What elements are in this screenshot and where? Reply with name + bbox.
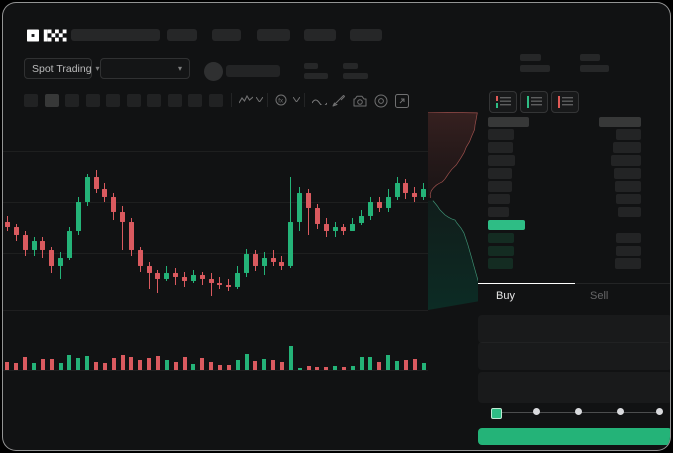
svg-text:fx: fx [278,98,283,104]
